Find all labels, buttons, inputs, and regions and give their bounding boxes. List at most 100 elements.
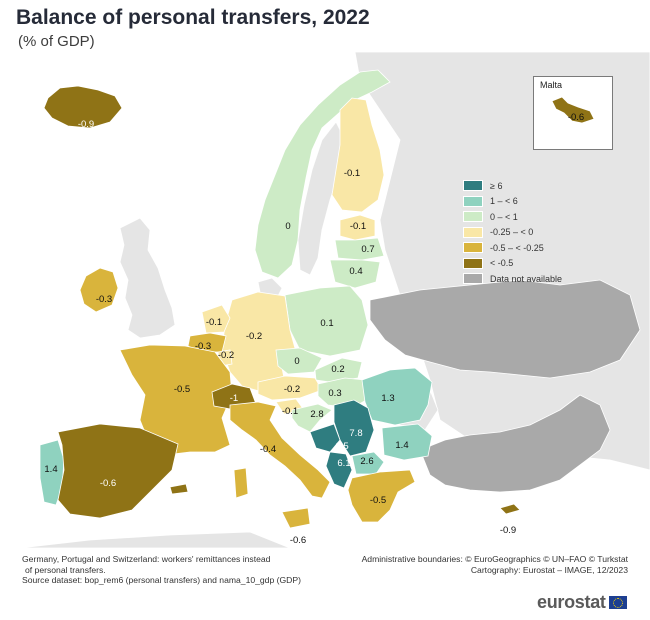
value-label-austria: -0.2 xyxy=(284,384,300,395)
legend-item: 0 – < 1 xyxy=(463,209,562,225)
credits-boundaries: Administrative boundaries: © EuroGeograp… xyxy=(361,554,628,564)
value-label-south-italy: -0.6 xyxy=(290,535,306,546)
region-montenegro xyxy=(325,451,353,489)
value-label-portugal: 1.4 xyxy=(44,464,57,475)
chart-title: Balance of personal transfers, 2022 xyxy=(16,6,370,29)
value-label-finland: -0.1 xyxy=(344,168,360,179)
value-label-czechia: 0 xyxy=(294,356,299,367)
region-czechia xyxy=(275,347,323,375)
region-ireland xyxy=(79,267,119,313)
value-label-italy: -0.4 xyxy=(260,444,276,455)
value-label-slovenia: -0.1 xyxy=(282,406,298,417)
region-hungary xyxy=(317,377,371,409)
region-estonia xyxy=(339,214,376,241)
value-label-latvia: 0.7 xyxy=(361,244,374,255)
legend-label: 0 – < 1 xyxy=(490,211,518,222)
value-label-cyprus: -0.9 xyxy=(500,525,516,536)
region-north-macedonia xyxy=(351,451,385,475)
value-label-slovakia: 0.2 xyxy=(331,364,344,375)
value-label-serbia: 7.8 xyxy=(349,428,362,439)
region-sardinia xyxy=(233,467,249,499)
region-spain xyxy=(57,423,179,519)
credits: Administrative boundaries: © EuroGeograp… xyxy=(362,554,628,575)
region-austria xyxy=(257,375,323,401)
legend-item: Data not available xyxy=(463,271,562,287)
region-greece xyxy=(347,469,416,523)
map-legend: ≥ 6 1 – < 6 0 – < 1 -0.25 – < 0 -0.5 – < -0.… xyxy=(463,178,562,287)
region-netherlands xyxy=(201,304,231,334)
value-label-north-macedonia: 2.6 xyxy=(360,456,373,467)
chart-subtitle: (% of GDP) xyxy=(18,33,95,50)
footnote-source: Source dataset: bop_rem6 (personal trans… xyxy=(22,575,301,585)
region-croatia xyxy=(291,403,333,433)
legend-label: -0.25 – < 0 xyxy=(490,227,534,238)
legend-item: ≥ 6 xyxy=(463,178,562,194)
region-finland xyxy=(331,97,385,213)
region-sicily xyxy=(281,507,311,529)
legend-label: -0.5 – < -0.25 xyxy=(490,242,544,253)
legend-label: ≥ 6 xyxy=(490,180,503,191)
legend-swatch xyxy=(463,226,483,238)
inset-value-label: -0.6 xyxy=(568,112,584,123)
legend-swatch xyxy=(463,211,483,223)
region-italy xyxy=(229,401,331,499)
eu-flag-icon xyxy=(608,596,627,609)
region-romania xyxy=(361,367,433,426)
region-france xyxy=(119,344,233,456)
region-lithuania xyxy=(329,259,381,289)
value-label-romania: 1.3 xyxy=(381,393,394,404)
non-eu-turkey xyxy=(419,394,611,493)
europe-map: -0.9 0 -0.1 -0.1 0.7 0.4 -0.3 -0.1 -0.3 … xyxy=(19,52,650,549)
value-label-iceland: -0.9 xyxy=(78,119,94,130)
region-iceland xyxy=(43,85,123,129)
legend-swatch xyxy=(463,180,483,192)
legend-swatch xyxy=(463,273,483,285)
region-bosnia xyxy=(309,423,341,453)
value-label-luxembourg: -0.2 xyxy=(218,350,234,361)
legend-label: < -0.5 xyxy=(490,258,514,269)
value-label-belgium: -0.3 xyxy=(195,341,211,352)
value-label-ireland: -0.3 xyxy=(96,294,112,305)
value-label-estonia: -0.1 xyxy=(350,221,366,232)
value-label-germany: -0.2 xyxy=(246,331,262,342)
legend-item: -0.25 – < 0 xyxy=(463,225,562,241)
legend-label: Data not available xyxy=(490,273,563,284)
value-label-hungary: 0.3 xyxy=(328,388,341,399)
value-label-montenegro: 6.1 xyxy=(337,458,350,469)
value-label-lithuania: 0.4 xyxy=(349,266,362,277)
legend-swatch xyxy=(463,195,483,207)
eurostat-logo: eurostat xyxy=(537,592,627,613)
legend-item: < -0.5 xyxy=(463,256,562,272)
footnote: Germany, Portugal and Switzerland: worke… xyxy=(22,554,301,586)
value-label-france: -0.5 xyxy=(174,384,190,395)
legend-swatch xyxy=(463,242,483,254)
value-label-norway: 0 xyxy=(285,221,290,232)
region-malta xyxy=(551,96,595,124)
legend-label: 1 – < 6 xyxy=(490,196,518,207)
value-label-poland: 0.1 xyxy=(320,318,333,329)
value-label-netherlands: -0.1 xyxy=(206,317,222,328)
legend-item: -0.5 – < -0.25 xyxy=(463,240,562,256)
value-label-spain: -0.6 xyxy=(100,478,116,489)
credits-cartography: Cartography: Eurostat – IMAGE, 12/2023 xyxy=(470,564,628,575)
region-poland xyxy=(284,285,369,357)
legend-swatch xyxy=(463,257,483,269)
region-serbia xyxy=(333,399,375,457)
value-label-switzerland: -1 xyxy=(230,393,238,404)
region-united-kingdom xyxy=(119,217,176,339)
footnote-line-1: Germany, Portugal and Switzerland: worke… xyxy=(22,554,271,564)
value-label-croatia: 2.8 xyxy=(310,409,323,420)
region-cyprus xyxy=(499,503,521,515)
non-eu-africa xyxy=(19,531,291,549)
value-label-greece: -0.5 xyxy=(370,495,386,506)
region-bulgaria xyxy=(381,423,433,461)
malta-inset-map: -0.6 xyxy=(551,96,595,124)
value-label-bulgaria: 1.4 xyxy=(395,440,408,451)
region-norway xyxy=(254,69,391,279)
inset-title: Malta xyxy=(540,80,563,90)
footnote-line-2: of personal transfers. xyxy=(25,564,106,575)
region-latvia xyxy=(334,237,385,261)
value-label-bosnia: 6.5 xyxy=(335,441,348,452)
non-eu-ukraine-moldova xyxy=(369,279,641,379)
legend-item: 1 – < 6 xyxy=(463,194,562,210)
